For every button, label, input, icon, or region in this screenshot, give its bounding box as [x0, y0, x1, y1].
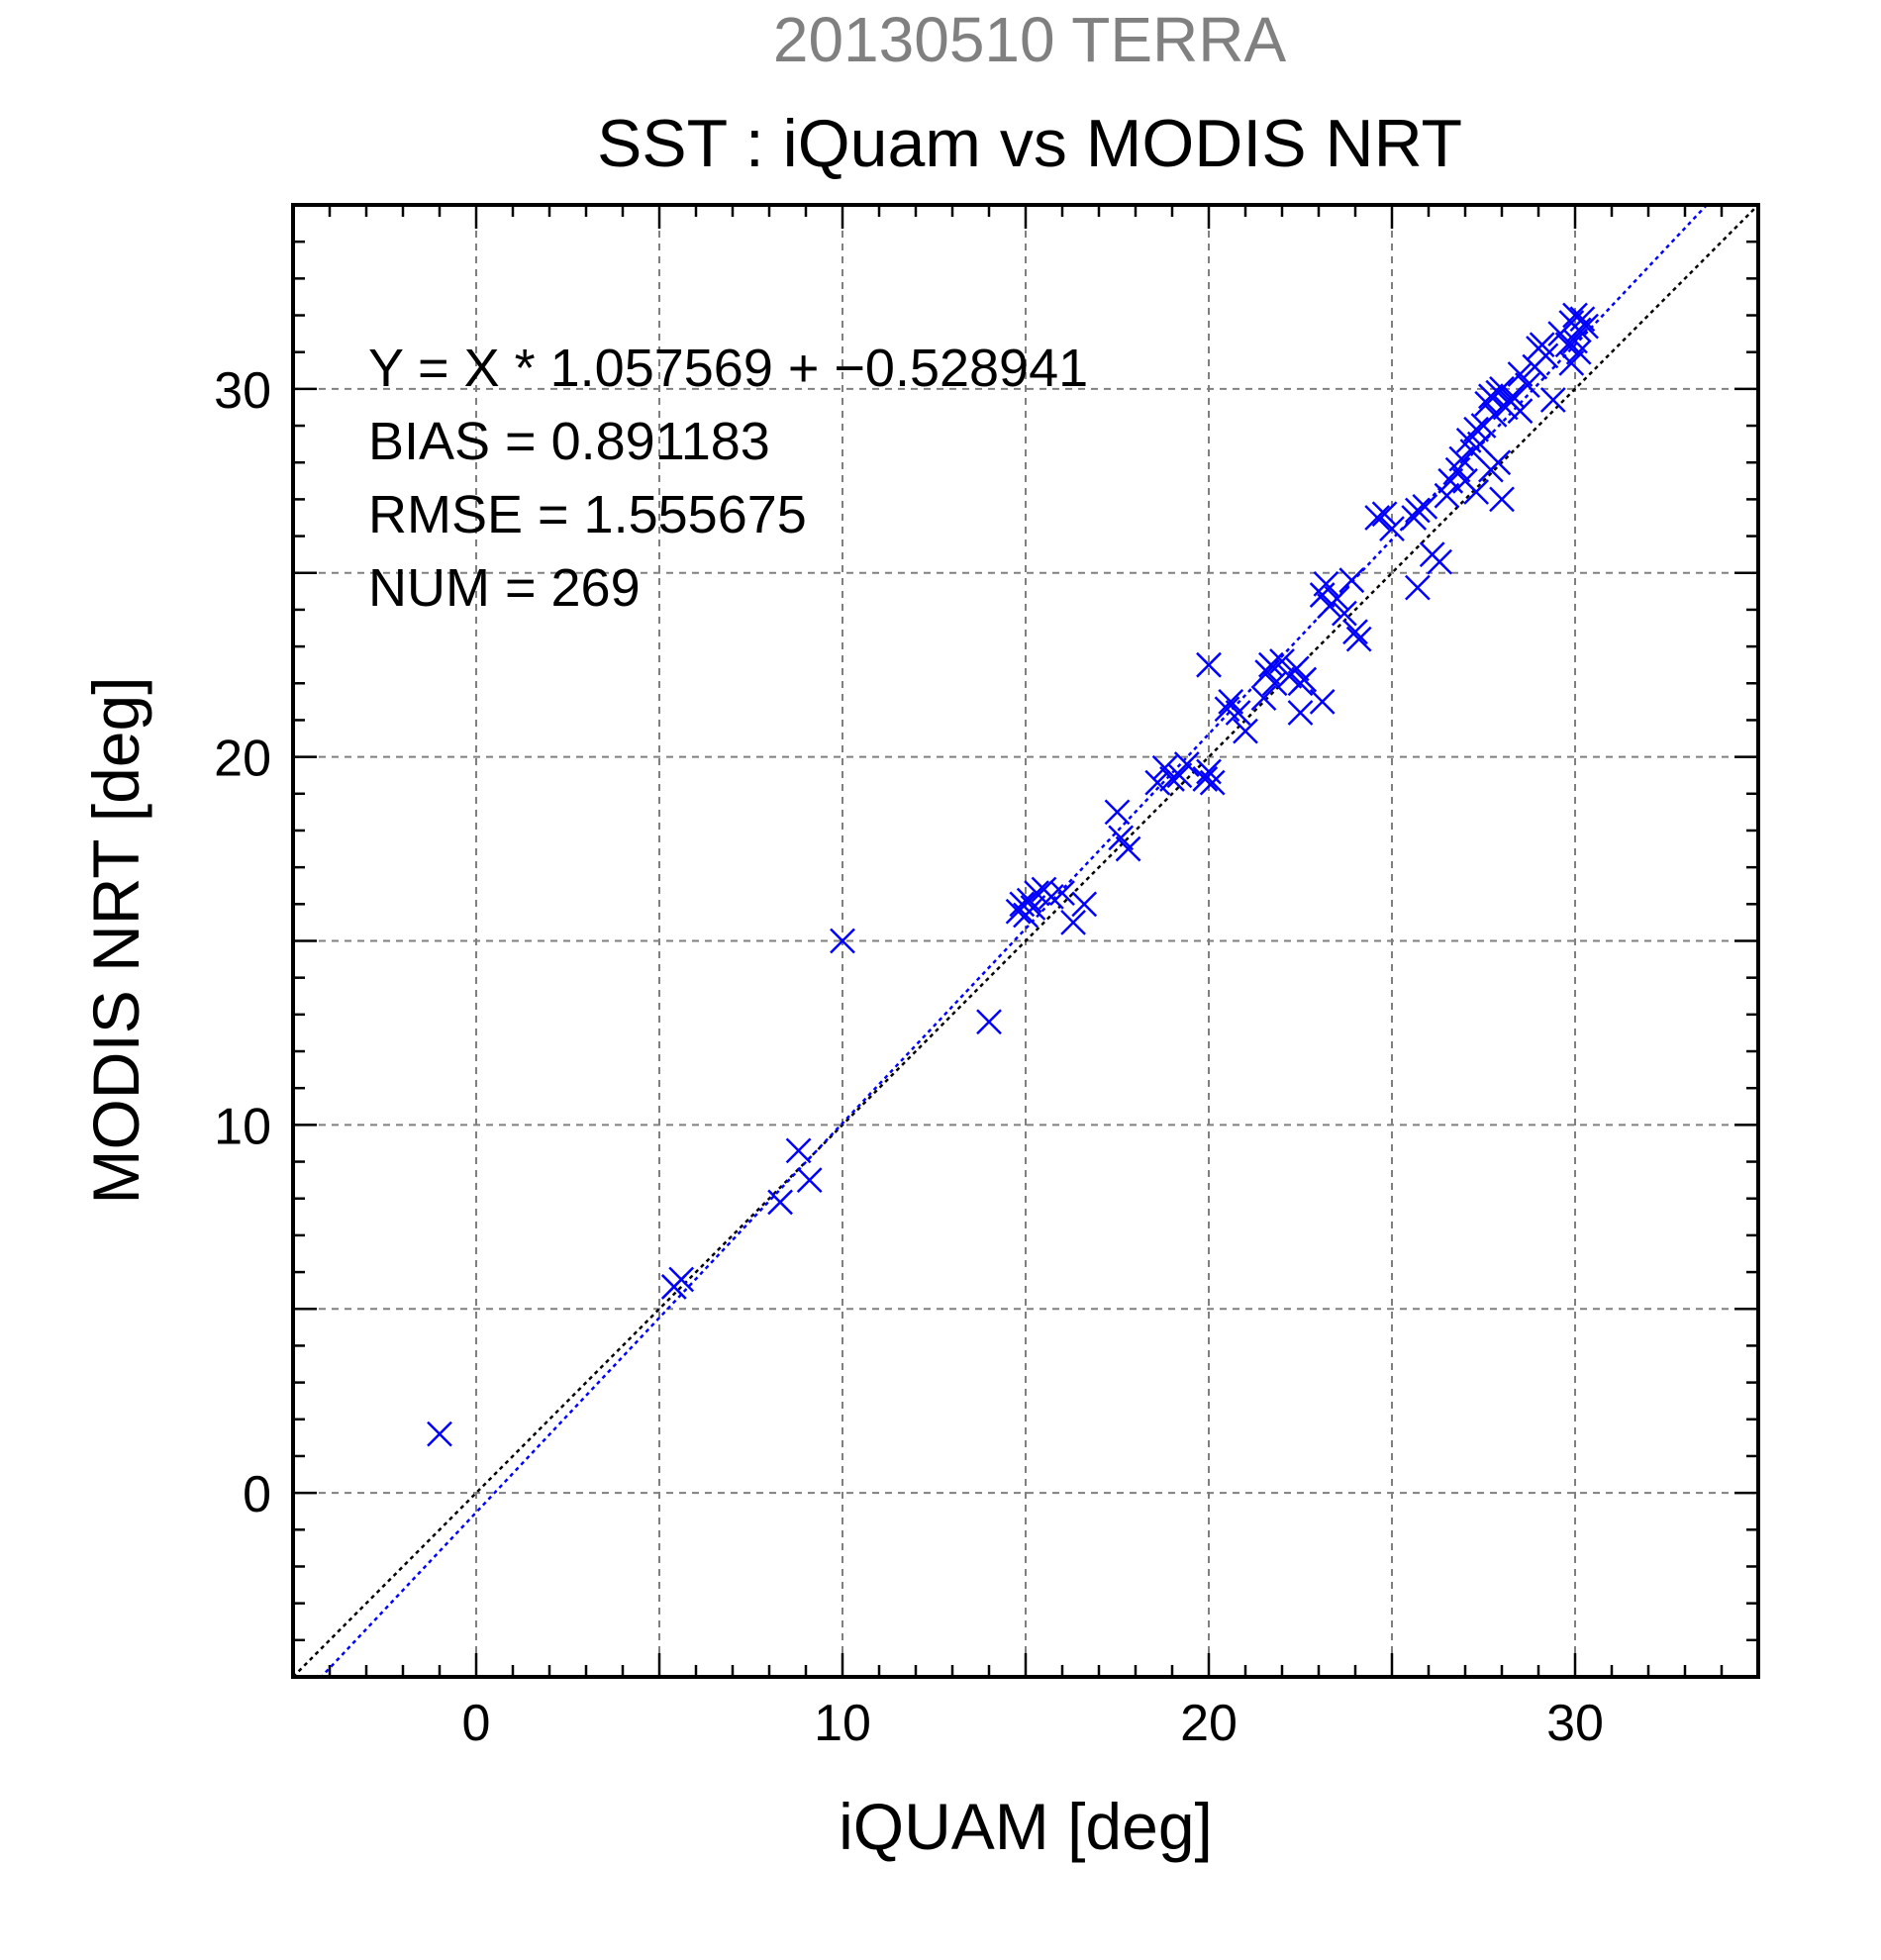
scatter-point [1192, 766, 1219, 792]
scatter-point [1500, 383, 1526, 410]
scatter-point [1405, 574, 1431, 601]
rmse-label: RMSE = 1.555675 [368, 485, 807, 544]
scatter-point [1492, 394, 1519, 421]
scatter-point [1371, 501, 1398, 528]
scatter-point [1364, 505, 1391, 531]
scatter-point [767, 1189, 793, 1216]
x-tick-label: 30 [1546, 1695, 1604, 1752]
y-axis-label: MODIS NRT [deg] [79, 676, 152, 1204]
num-label: NUM = 269 [368, 558, 641, 618]
scatter-point [785, 1137, 812, 1164]
scatter-point [1427, 548, 1452, 575]
scatter-point [976, 1009, 1002, 1035]
scatter-point [1338, 567, 1365, 594]
scatter-point [1507, 398, 1534, 425]
scatter-point [1345, 626, 1372, 652]
scatter-point [1448, 445, 1475, 472]
scatter-point [1166, 762, 1193, 789]
regression-equation: Y = X * 1.057569 + −0.528941 [368, 339, 1088, 398]
identity-line [293, 205, 1758, 1677]
scatter-point [1379, 516, 1405, 542]
scatter-point [1049, 880, 1075, 907]
stats-annotation: Y = X * 1.057569 + −0.528941 BIAS = 0.89… [368, 339, 1088, 618]
scatter-point [1309, 688, 1336, 715]
scatter-point [1108, 825, 1135, 851]
scatter-point [1412, 493, 1438, 520]
scatter-point [1173, 751, 1200, 777]
scatter-point [1463, 416, 1489, 442]
scatter-point [1144, 769, 1171, 796]
scatter-point [830, 928, 855, 954]
scatter-point [1199, 769, 1226, 796]
y-tick-label: 0 [243, 1466, 271, 1523]
chart-title: 20130510 TERRA [773, 4, 1287, 75]
scatter-point [1463, 479, 1489, 505]
scatter-point [1283, 655, 1310, 682]
scatter-point [1324, 585, 1350, 612]
bias-label: BIAS = 0.891183 [368, 412, 770, 471]
scatter-point [1313, 571, 1339, 597]
scatter-point [1434, 482, 1460, 509]
scatter-point [1558, 349, 1585, 376]
scatter-point [1291, 666, 1318, 693]
scatter-point [1218, 688, 1244, 715]
scatter-point [427, 1421, 452, 1447]
scatter-point [1196, 651, 1222, 678]
scatter-point [1489, 486, 1515, 513]
x-tick-label: 0 [462, 1695, 491, 1752]
scatter-point [1250, 685, 1277, 712]
y-tick-label: 20 [214, 731, 271, 788]
scatter-point [1254, 659, 1281, 686]
scatter-point [1071, 891, 1098, 918]
x-tick-label: 10 [814, 1695, 871, 1752]
plot-frame [291, 203, 1760, 1679]
scatter-point [1332, 600, 1357, 627]
scatter-point [1225, 700, 1251, 726]
scatter-point [1020, 895, 1046, 921]
scatter-point [1342, 619, 1368, 645]
scatter-point [796, 1167, 823, 1194]
x-axis-label: iQUAM [deg] [839, 1790, 1213, 1863]
scatter-point [1437, 467, 1464, 494]
scatter-points [427, 302, 1599, 1447]
scatter-point [1529, 332, 1555, 358]
scatter-point [1515, 372, 1540, 399]
scatter-point [1233, 718, 1258, 744]
x-tick-label: 20 [1180, 1695, 1238, 1752]
scatter-point [1060, 910, 1086, 935]
scatter-point [1569, 306, 1596, 333]
scatter-point [1539, 387, 1566, 413]
scatter-point [1573, 313, 1599, 340]
scatter-point [1507, 361, 1534, 387]
chart-subtitle: SST : iQuam vs MODIS NRT [597, 106, 1462, 181]
y-tick-label: 10 [214, 1098, 271, 1155]
scatter-point [1485, 449, 1512, 476]
scatter-point [1269, 648, 1295, 674]
scatter-point [1287, 700, 1314, 726]
scatter-point [1151, 754, 1178, 781]
y-tick-label: 30 [214, 362, 271, 420]
scatter-point [1405, 497, 1431, 524]
scatter-point [1024, 880, 1049, 907]
scatter-point [1104, 799, 1131, 826]
scatter-point [660, 1274, 687, 1300]
scatter-point [1261, 670, 1288, 697]
scatter-point [1115, 835, 1141, 862]
scatter-point [1562, 328, 1588, 354]
